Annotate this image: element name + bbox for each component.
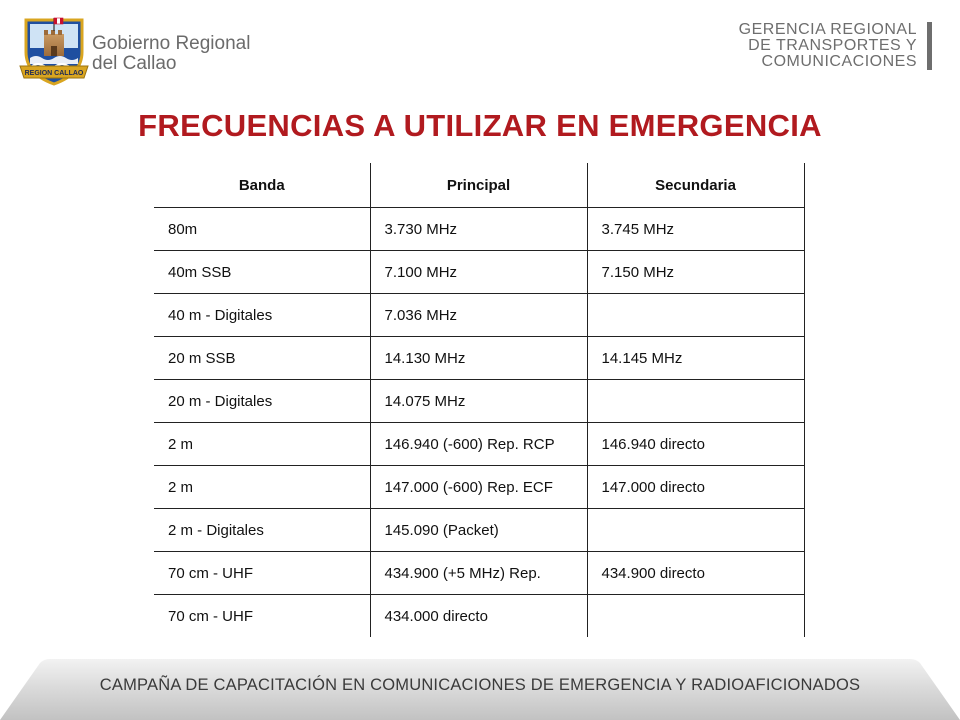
- logo-ribbon-text: REGION CALLAO: [25, 70, 84, 77]
- table-row: 70 cm - UHF 434.000 directo: [154, 594, 805, 637]
- cell-principal: 14.075 MHz: [369, 379, 588, 423]
- org-name-line1: Gobierno Regional: [92, 33, 251, 54]
- table-row: 40m SSB 7.100 MHz 7.150 MHz: [154, 250, 805, 294]
- cell-secundaria: 146.940 directo: [586, 422, 805, 466]
- agency-line2: DE TRANSPORTES Y: [748, 37, 917, 54]
- cell-secundaria: 3.745 MHz: [586, 207, 805, 251]
- cell-banda: 70 cm - UHF: [154, 551, 371, 595]
- cell-banda: 20 m - Digitales: [154, 379, 371, 423]
- org-name-line2: del Callao: [92, 53, 177, 74]
- cell-principal: 7.036 MHz: [369, 293, 588, 337]
- table-header-row: Banda Principal Secundaria: [154, 163, 805, 208]
- cell-secundaria: [586, 379, 805, 423]
- table-row: 70 cm - UHF 434.900 (+5 MHz) Rep. 434.90…: [154, 551, 805, 595]
- page-title: FRECUENCIAS A UTILIZAR EN EMERGENCIA: [138, 108, 822, 143]
- table-row: 20 m SSB 14.130 MHz 14.145 MHz: [154, 336, 805, 380]
- cell-banda: 20 m SSB: [154, 336, 371, 380]
- cell-banda: 2 m: [154, 422, 371, 466]
- cell-banda: 80m: [154, 207, 371, 251]
- cell-secundaria: 14.145 MHz: [586, 336, 805, 380]
- cell-banda: 2 m: [154, 465, 371, 509]
- table-row: 80m 3.730 MHz 3.745 MHz: [154, 207, 805, 251]
- table-row: 2 m 147.000 (-600) Rep. ECF 147.000 dire…: [154, 465, 805, 509]
- table-row: 2 m 146.940 (-600) Rep. RCP 146.940 dire…: [154, 422, 805, 466]
- cell-principal: 14.130 MHz: [369, 336, 588, 380]
- agency-name: GERENCIA REGIONAL DE TRANSPORTES Y COMUN…: [739, 22, 932, 70]
- footer-campaign-text: CAMPAÑA DE CAPACITACIÓN EN COMUNICACIONE…: [99, 676, 861, 694]
- cell-principal: 434.000 directo: [369, 594, 588, 637]
- header-principal: Principal: [369, 163, 588, 208]
- cell-banda: 40 m - Digitales: [154, 293, 371, 337]
- agency-line1: GERENCIA REGIONAL: [738, 21, 917, 38]
- footer-band: [0, 659, 960, 720]
- table-row: 20 m - Digitales 14.075 MHz: [154, 379, 805, 423]
- region-callao-logo: REGION CALLAO: [19, 17, 89, 86]
- cell-secundaria: 434.900 directo: [586, 551, 805, 595]
- cell-principal: 146.940 (-600) Rep. RCP: [369, 422, 588, 466]
- header-banda: Banda: [154, 163, 371, 208]
- cell-banda: 70 cm - UHF: [154, 594, 371, 637]
- table-row: 2 m - Digitales 145.090 (Packet): [154, 508, 805, 552]
- frequency-table: Banda Principal Secundaria 80m 3.730 MHz…: [154, 163, 805, 637]
- cell-secundaria: [586, 508, 805, 552]
- org-name: Gobierno Regional del Callao: [92, 34, 250, 74]
- cell-principal: 3.730 MHz: [369, 207, 588, 251]
- cell-secundaria: [586, 594, 805, 637]
- table-row: 40 m - Digitales 7.036 MHz: [154, 293, 805, 337]
- cell-principal: 147.000 (-600) Rep. ECF: [369, 465, 588, 509]
- cell-banda: 40m SSB: [154, 250, 371, 294]
- cell-principal: 7.100 MHz: [369, 250, 588, 294]
- cell-secundaria: [586, 293, 805, 337]
- agency-line3: COMUNICACIONES: [761, 53, 917, 70]
- header-secundaria: Secundaria: [586, 163, 805, 208]
- cell-secundaria: 7.150 MHz: [586, 250, 805, 294]
- cell-banda: 2 m - Digitales: [154, 508, 371, 552]
- cell-principal: 434.900 (+5 MHz) Rep.: [369, 551, 588, 595]
- cell-principal: 145.090 (Packet): [369, 508, 588, 552]
- cell-secundaria: 147.000 directo: [586, 465, 805, 509]
